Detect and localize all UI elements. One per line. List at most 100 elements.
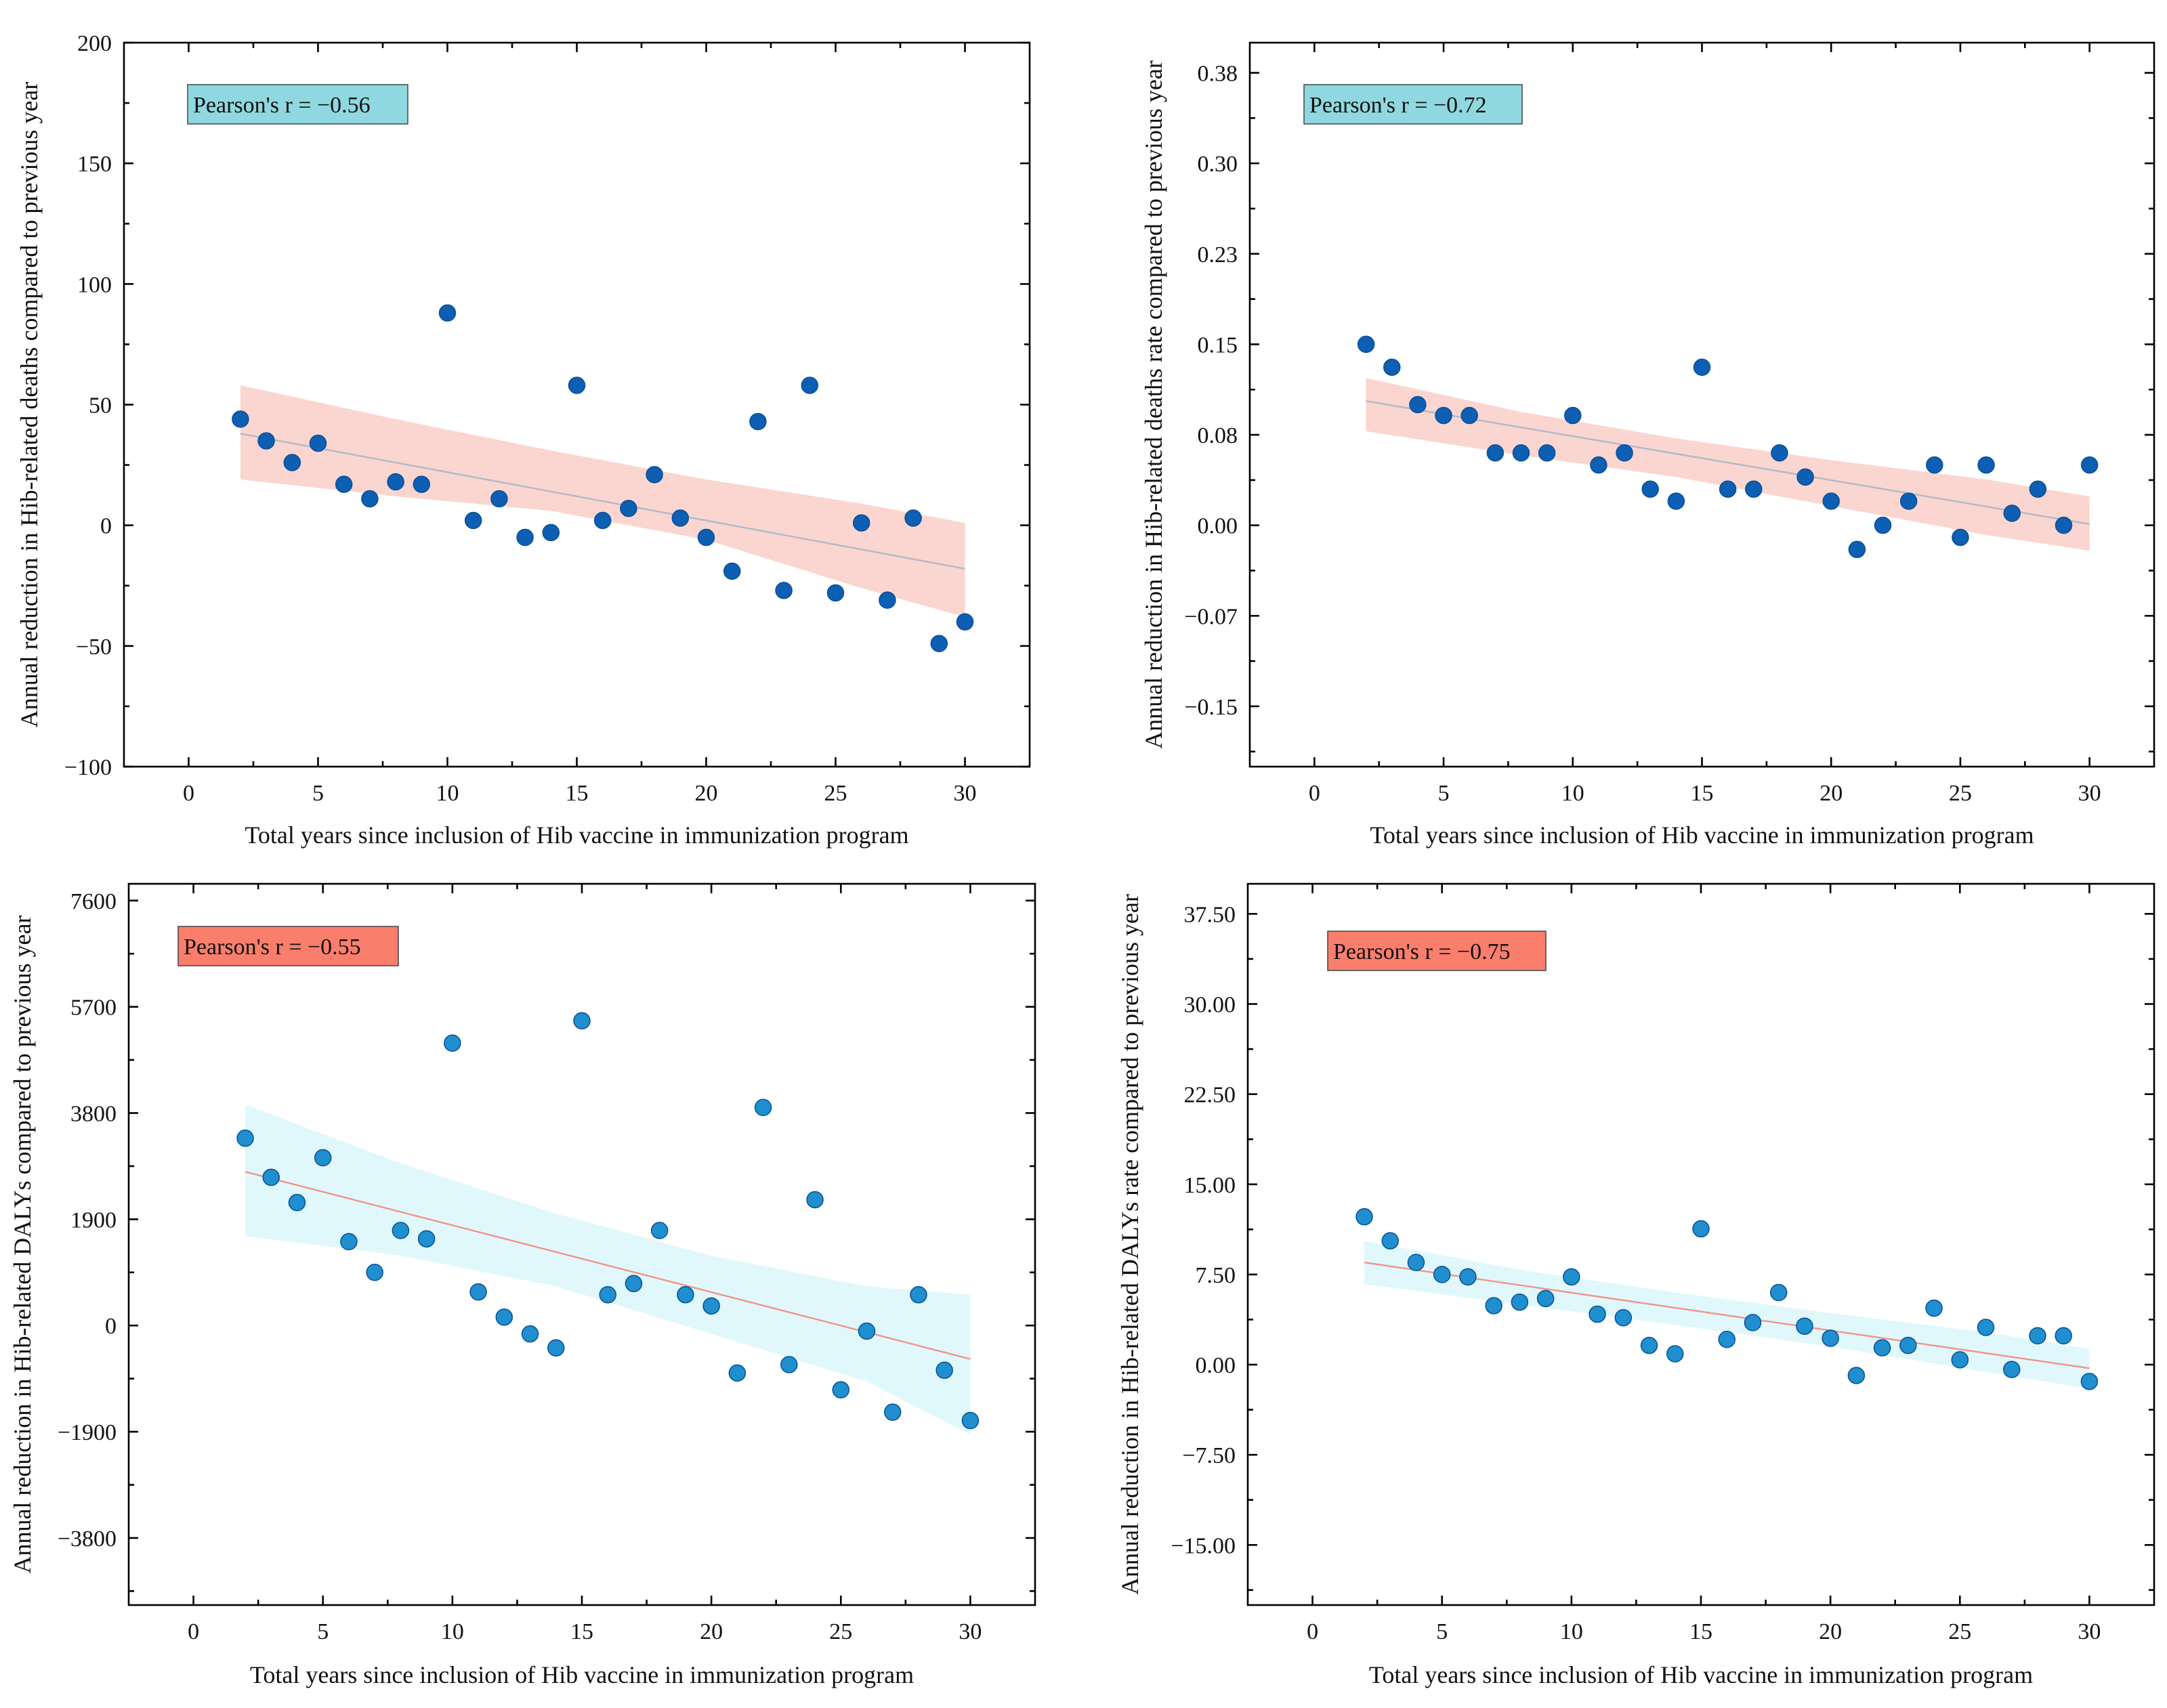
data-point (599, 1286, 616, 1304)
x-tick-label: 25 (1948, 1619, 1971, 1644)
data-point (1744, 1314, 1762, 1331)
data-point (910, 1286, 927, 1304)
data-point (392, 1222, 410, 1239)
y-tick-label: 15.00 (1184, 1173, 1236, 1198)
data-point (1977, 456, 1995, 474)
y-tick-label: −1900 (58, 1420, 117, 1445)
y-tick-label: 0.15 (1198, 333, 1238, 358)
data-point (1511, 1293, 1529, 1311)
data-point (1512, 444, 1530, 462)
x-tick-label: 25 (829, 1619, 852, 1644)
data-point (1486, 444, 1505, 462)
data-point (1847, 1367, 1866, 1384)
data-point (1848, 540, 1866, 559)
data-point (1616, 444, 1633, 462)
data-point (728, 1364, 746, 1382)
data-point (288, 1193, 306, 1212)
y-tick-label: 7.50 (1196, 1263, 1236, 1288)
data-point (542, 524, 560, 542)
data-point (1822, 492, 1840, 510)
data-point (702, 1297, 720, 1315)
data-point (625, 1275, 643, 1293)
y-tick-label: 3800 (70, 1101, 117, 1126)
data-point (516, 528, 534, 547)
data-point (335, 475, 353, 493)
data-point (1357, 335, 1375, 354)
data-point (1590, 456, 1607, 474)
pearson-annotation-box (177, 926, 399, 966)
x-tick-label: 20 (700, 1619, 723, 1644)
x-tick-label: 20 (1819, 1619, 1842, 1644)
x-axis-title: Total years since inclusion of Hib vacci… (1370, 821, 2034, 849)
data-point (1822, 1329, 1839, 1347)
x-tick-label: 25 (824, 781, 847, 806)
data-point (413, 475, 431, 493)
data-point (620, 499, 637, 517)
data-point (1614, 1309, 1633, 1327)
data-point (1899, 1336, 1917, 1354)
data-point (677, 1286, 694, 1304)
data-point (1718, 1330, 1735, 1348)
data-point (930, 635, 948, 653)
data-point (1745, 480, 1763, 498)
data-point (1899, 492, 1918, 510)
data-point (1433, 1266, 1451, 1283)
y-tick-label: −100 (64, 755, 112, 780)
data-point (1874, 516, 1892, 534)
data-point (1771, 444, 1788, 462)
y-tick-label: 0.08 (1198, 423, 1238, 448)
data-point (832, 1381, 850, 1399)
x-tick-label: 15 (1691, 781, 1714, 806)
x-tick-label: 30 (959, 1619, 982, 1644)
data-point (464, 511, 482, 530)
data-point (1692, 1220, 1710, 1238)
data-point (495, 1308, 513, 1326)
y-tick-label: 0.00 (1196, 1353, 1236, 1378)
data-point (1769, 1283, 1788, 1302)
data-point (438, 304, 457, 322)
regression-line (245, 1171, 971, 1360)
data-point (1407, 1254, 1425, 1271)
data-point (646, 466, 663, 484)
x-tick-label: 5 (312, 781, 324, 806)
data-point (1667, 492, 1685, 510)
data-point (2002, 1361, 2021, 1378)
y-tick-label: 0.30 (1198, 152, 1238, 177)
x-tick-label: 10 (436, 781, 459, 806)
x-tick-label: 0 (1307, 1619, 1318, 1644)
data-point (257, 432, 275, 450)
y-tick-label: 22.50 (1184, 1083, 1236, 1108)
x-tick-label: 20 (1819, 781, 1843, 806)
data-point (1459, 1268, 1477, 1286)
x-tick-label: 15 (566, 781, 589, 806)
data-point (775, 582, 793, 599)
panel-top-left: 0 5 10 15 20 25 30 −100 −50 0 50 100 150 200 Total yea… (16, 31, 1031, 849)
x-axis-title: Total years since inclusion of Hib vacci… (1369, 1661, 2033, 1688)
data-point (366, 1264, 383, 1281)
x-tick-label: 5 (1438, 781, 1450, 806)
pearson-annotation: Pearson's r = −0.55 (184, 935, 361, 960)
data-point (236, 1129, 254, 1147)
x-axis-title: Total years since inclusion of Hib vacci… (245, 821, 908, 849)
x-tick-label: 30 (2078, 781, 2101, 806)
data-point (961, 1411, 980, 1430)
x-axis-title: Total years since inclusion of Hib vacci… (250, 1661, 914, 1688)
data-point (780, 1356, 798, 1373)
pearson-annotation-box (187, 84, 408, 125)
panel-bottom-right: 0 5 10 15 20 25 30 −15.00 −7.50 0.00 7.50 15.00 22.5… (1116, 882, 2155, 1688)
data-point (1538, 444, 1556, 462)
data-point (232, 410, 249, 428)
y-tick-label: 50 (89, 393, 112, 419)
y-tick-label: −0.15 (1184, 695, 1238, 720)
pearson-annotation: Pearson's r = −0.75 (1333, 939, 1511, 964)
y-tick-label: 30.00 (1184, 993, 1236, 1018)
data-point (490, 490, 508, 508)
y-tick-label: −7.50 (1182, 1443, 1236, 1468)
data-point (1564, 406, 1582, 425)
pearson-annotation: Pearson's r = −0.56 (193, 93, 371, 118)
data-point (883, 1403, 902, 1421)
y-tick-label: 5700 (70, 996, 117, 1021)
confidence-band (245, 1105, 971, 1435)
data-point (309, 434, 327, 452)
